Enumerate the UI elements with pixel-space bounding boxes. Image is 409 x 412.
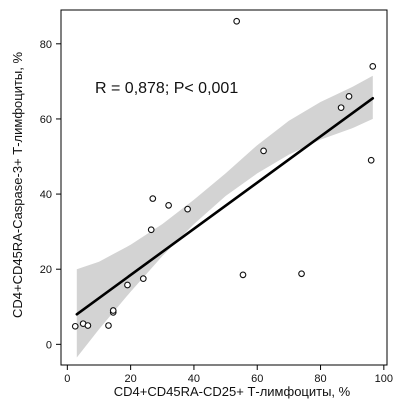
data-point bbox=[109, 307, 117, 314]
plot-area: 0 20 40 60 80 100 0 20 40 60 80 bbox=[40, 9, 393, 385]
data-point bbox=[184, 205, 191, 213]
data-point bbox=[260, 147, 267, 155]
x-tick-label: 20 bbox=[125, 373, 137, 385]
y-tick-label: 0 bbox=[46, 339, 52, 351]
data-point bbox=[84, 322, 92, 329]
data-point bbox=[105, 322, 112, 329]
x-tick-label: 80 bbox=[314, 373, 326, 385]
plot-frame bbox=[60, 9, 388, 366]
x-axis-title: CD4+CD45RA-CD25+ Т-лимфоциты, % bbox=[114, 384, 351, 399]
data-point bbox=[337, 104, 345, 112]
data-point bbox=[149, 195, 157, 202]
regression-line bbox=[75, 96, 375, 316]
x-tick-label: 0 bbox=[64, 373, 70, 385]
data-point bbox=[233, 17, 241, 25]
x-tick-label: 40 bbox=[188, 373, 200, 385]
confidence-band bbox=[76, 75, 373, 358]
x-tick-label: 60 bbox=[251, 373, 263, 385]
correlation-annotation: R = 0,878; P< 0,001 bbox=[95, 80, 238, 97]
data-point bbox=[147, 226, 155, 234]
data-point bbox=[139, 275, 147, 282]
y-tick-label: 20 bbox=[40, 264, 52, 276]
y-tick-label: 60 bbox=[40, 114, 52, 126]
data-point bbox=[345, 93, 353, 100]
data-point bbox=[124, 281, 131, 289]
y-tick-label: 40 bbox=[40, 189, 52, 201]
data-point bbox=[369, 62, 377, 70]
data-point bbox=[298, 270, 305, 278]
data-point bbox=[165, 201, 172, 209]
data-point bbox=[367, 156, 375, 164]
y-axis-title: CD4+CD45RA-Caspase-3+ Т-лимфоциты, % bbox=[10, 52, 25, 319]
x-tick-label: 100 bbox=[375, 373, 393, 385]
y-tick-label: 80 bbox=[40, 39, 52, 51]
data-point bbox=[71, 322, 79, 330]
data-point bbox=[239, 271, 247, 279]
